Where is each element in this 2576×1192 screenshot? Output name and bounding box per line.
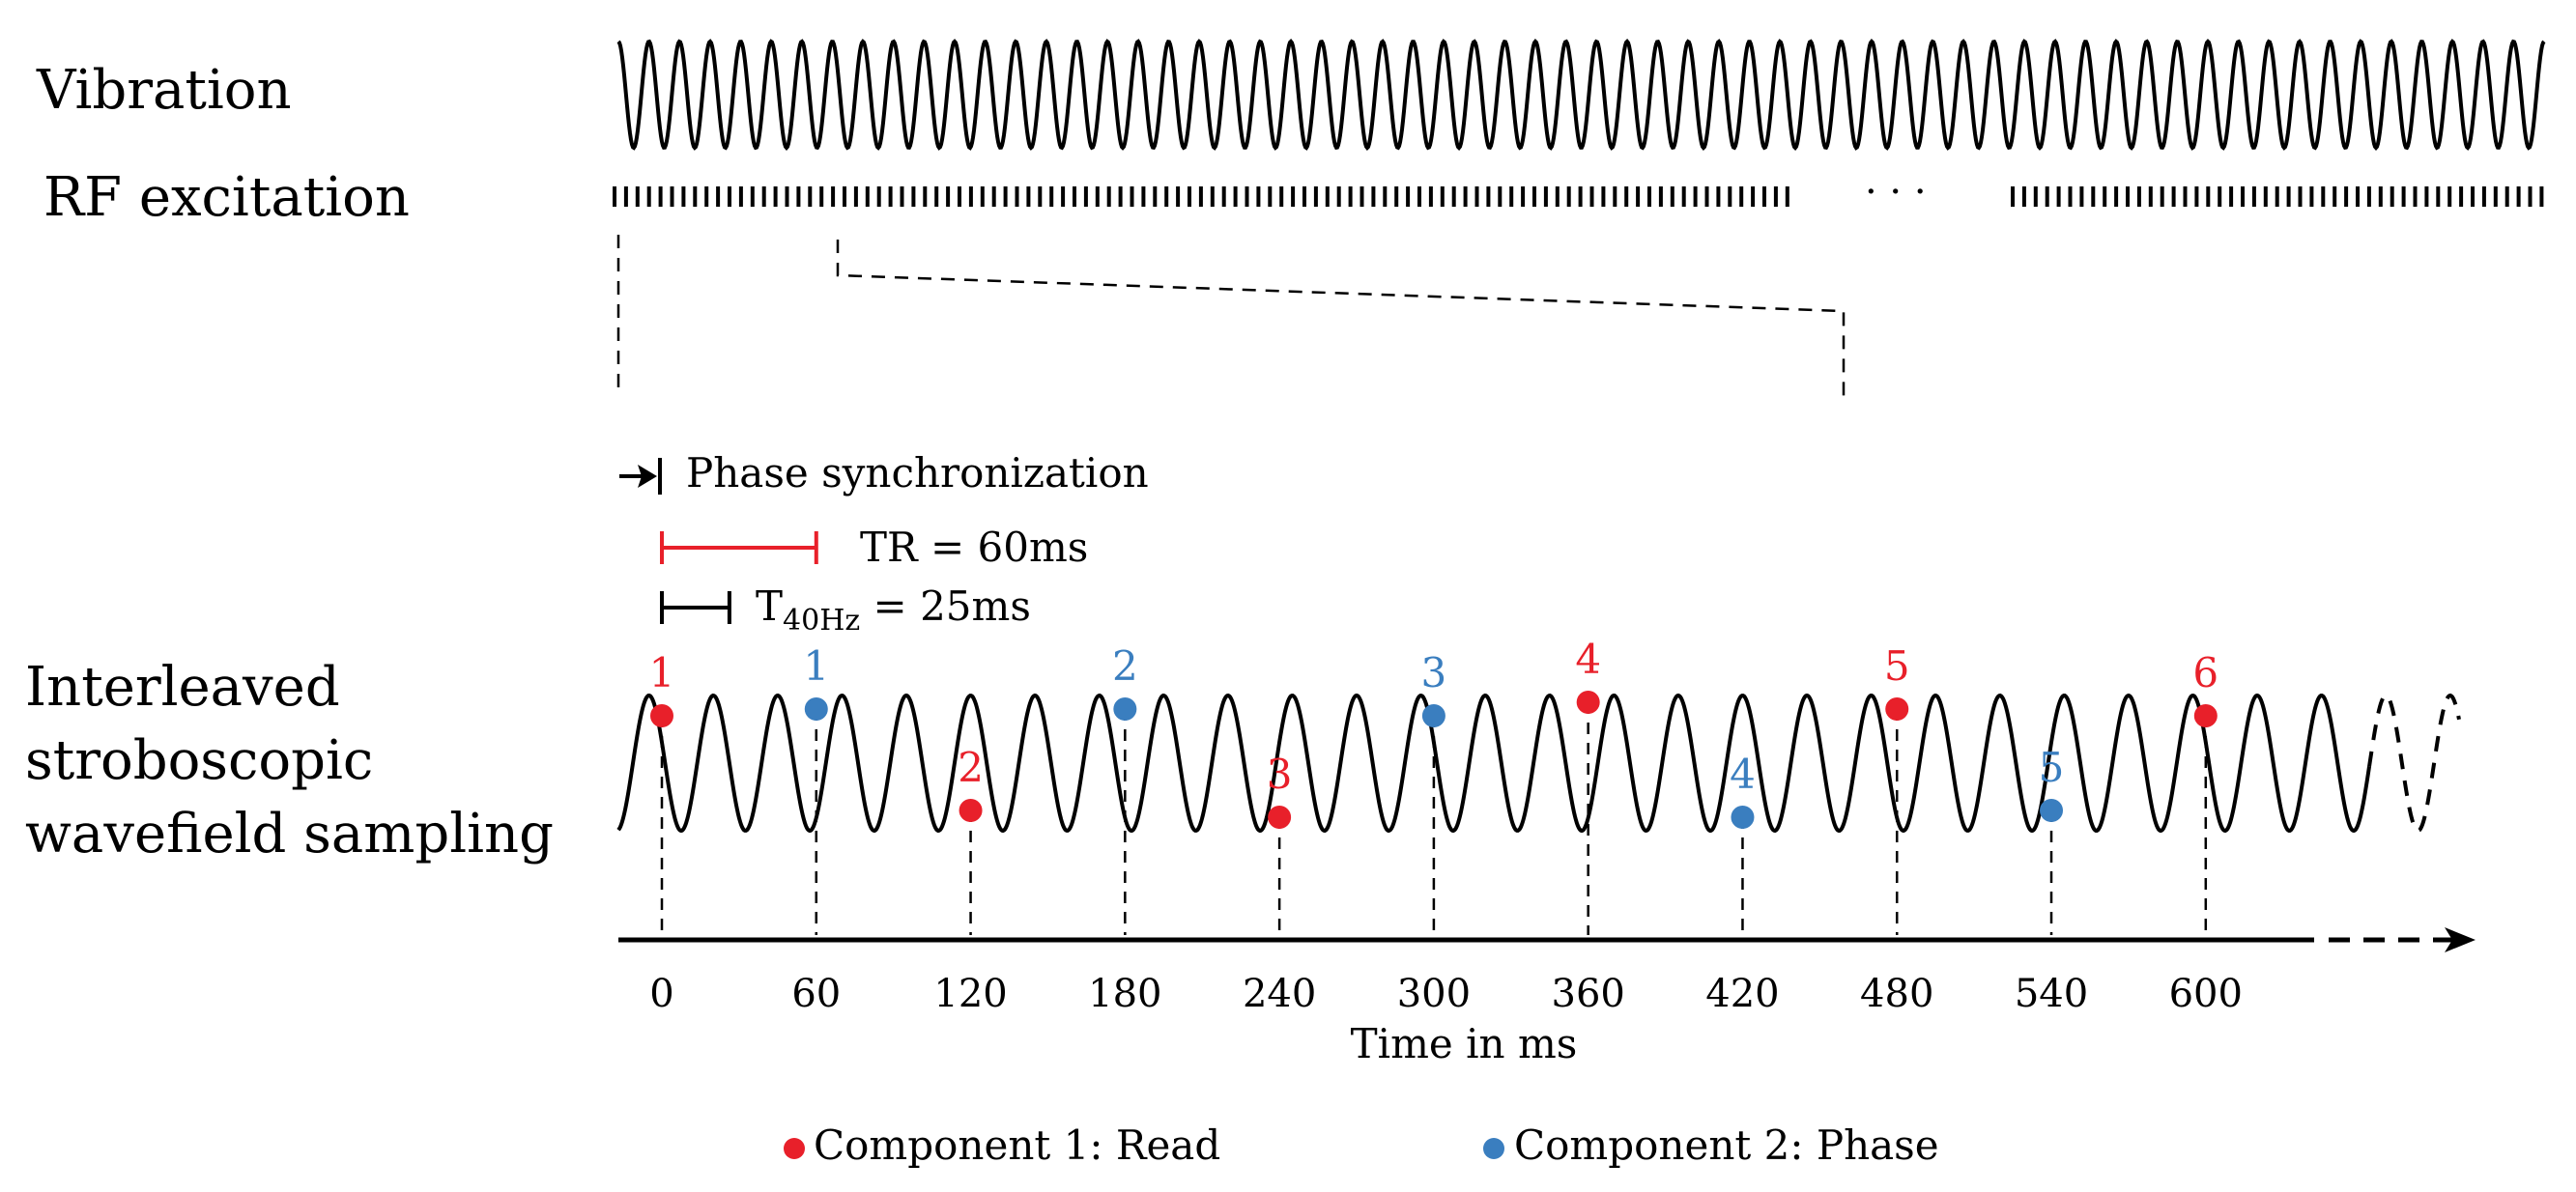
read-sample-point: [2193, 704, 2218, 727]
time-axis-arrow-head: [2445, 927, 2476, 952]
read-sample-point: [1576, 691, 1600, 714]
time-tick-label: 540: [2015, 972, 2088, 1016]
time-tick-label: 300: [1397, 972, 1471, 1016]
phase-sample-point: [2040, 799, 2064, 822]
time-tick-label: 120: [933, 972, 1007, 1016]
period-label-prefix: T: [756, 582, 783, 630]
read-sample-label: 2: [958, 744, 984, 791]
rf-excitation-pulses: [613, 186, 2544, 207]
time-axis-title: Time in ms: [1351, 1020, 1578, 1067]
time-tick-label: 360: [1552, 972, 1625, 1016]
read-sample-point: [959, 799, 983, 822]
read-sample-label: 6: [2192, 649, 2218, 696]
read-sample-point: [650, 704, 673, 727]
phase-sample-label: 1: [803, 642, 829, 690]
read-sample-label: 5: [1884, 642, 1910, 690]
period-label-subscript: 40Hz: [783, 604, 860, 638]
read-sample-point: [1885, 697, 1909, 721]
phase-sync-marker: [619, 458, 662, 495]
legend: Component 1: Read Component 2: Phase: [784, 1121, 1939, 1169]
time-tick-label: 480: [1860, 972, 1933, 1016]
phase-sync-label: Phase synchronization: [686, 449, 1149, 497]
phase-sample-label: 2: [1112, 642, 1138, 690]
row-title-interleaved-3: wavefield sampling: [25, 803, 554, 866]
time-tick-label: 60: [791, 972, 841, 1016]
sampling-waveform-continuation: [2367, 693, 2461, 833]
rf-gap-ellipsis: · · ·: [1865, 170, 1927, 214]
phase-sample-label: 5: [2039, 744, 2065, 791]
read-sample-label: 4: [1575, 636, 1601, 683]
tr-label: TR = 60ms: [860, 524, 1088, 571]
legend-dot-read: [784, 1138, 805, 1159]
time-tick-label: 240: [1243, 972, 1316, 1016]
row-title-rf: RF excitation: [43, 166, 410, 229]
row-title-interleaved-2: stroboscopic: [25, 729, 373, 792]
phase-sample-point: [804, 697, 828, 721]
phase-sample-label: 3: [1421, 649, 1447, 696]
vibration-waveform: [616, 39, 2546, 151]
time-tick-label: 180: [1088, 972, 1161, 1016]
phase-sample-point: [1113, 697, 1137, 721]
period-bracket: [660, 591, 731, 624]
read-sample-point: [1268, 806, 1292, 829]
period-label-suffix: = 25ms: [860, 582, 1031, 630]
time-tick-label: 0: [649, 972, 673, 1016]
row-title-interleaved-1: Interleaved: [25, 656, 340, 719]
time-tick-label: 420: [1705, 972, 1779, 1016]
phase-sample-point: [1731, 806, 1755, 829]
legend-label-phase: Component 2: Phase: [1514, 1121, 1939, 1169]
phase-sample-label: 4: [1730, 751, 1756, 798]
sample-points: 1 2 3 4 5 6 1 2 3 4 5: [649, 636, 2218, 829]
time-axis-ticks: 0 60 120 180 240 300 360 420 480 540 600: [649, 972, 2243, 1016]
legend-dot-phase: [1483, 1138, 1504, 1159]
phase-sample-point: [1421, 704, 1445, 727]
zoom-guide-lines: [616, 235, 1846, 396]
sampling-waveform: [616, 693, 2371, 834]
time-tick-label: 600: [2169, 972, 2243, 1016]
zoom-guide-right: [836, 240, 1846, 396]
sample-drop-lines: [660, 702, 2208, 935]
legend-label-read: Component 1: Read: [814, 1121, 1220, 1169]
period-label: T40Hz = 25ms: [756, 582, 1031, 638]
tr-bracket: [660, 531, 818, 564]
read-sample-label: 3: [1267, 751, 1293, 798]
read-sample-label: 1: [649, 649, 675, 696]
phase-sync-arrow-head: [638, 465, 657, 488]
row-title-vibration: Vibration: [36, 59, 292, 122]
